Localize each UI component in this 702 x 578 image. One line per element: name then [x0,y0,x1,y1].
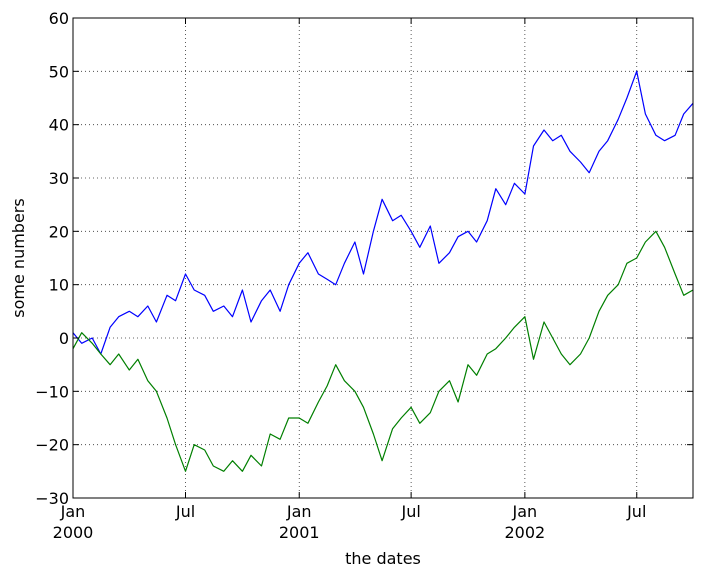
x-axis-ticks: Jan 2000 Jul Jan 2001 Jul Jan 2002 Jul [53,18,646,542]
x-tick-label: 2000 [53,523,94,542]
y-tick-label: 40 [49,116,69,135]
y-tick-label: 20 [49,222,69,241]
y-tick-label: −30 [35,489,69,508]
series-line-1 [72,70,694,355]
y-tick-label: 60 [49,9,69,28]
y-tick-label: 10 [49,276,69,295]
y-tick-label: −10 [35,382,69,401]
y-tick-label: 30 [49,169,69,188]
x-axis-label: the dates [345,549,421,568]
x-tick-label: Jan [286,502,312,521]
y-tick-label: −20 [35,436,69,455]
x-tick-label: Jul [400,502,420,521]
y-tick-label: 50 [49,62,69,81]
y-axis-ticks: 60 50 40 30 20 10 0 −10 −20 −30 [35,9,693,508]
x-tick-label: Jan [512,502,538,521]
plot-area-frame [72,17,694,499]
x-tick-label: 2002 [505,523,546,542]
series-layer [72,70,694,472]
x-tick-label: 2001 [279,523,320,542]
x-tick-label: Jan [60,502,86,521]
x-tick-label: Jul [626,502,646,521]
y-axis-label: some numbers [9,198,28,317]
x-tick-label: Jul [175,502,195,521]
series-line-2 [72,230,694,472]
y-tick-label: 0 [59,329,69,348]
grid-lines [72,17,693,499]
